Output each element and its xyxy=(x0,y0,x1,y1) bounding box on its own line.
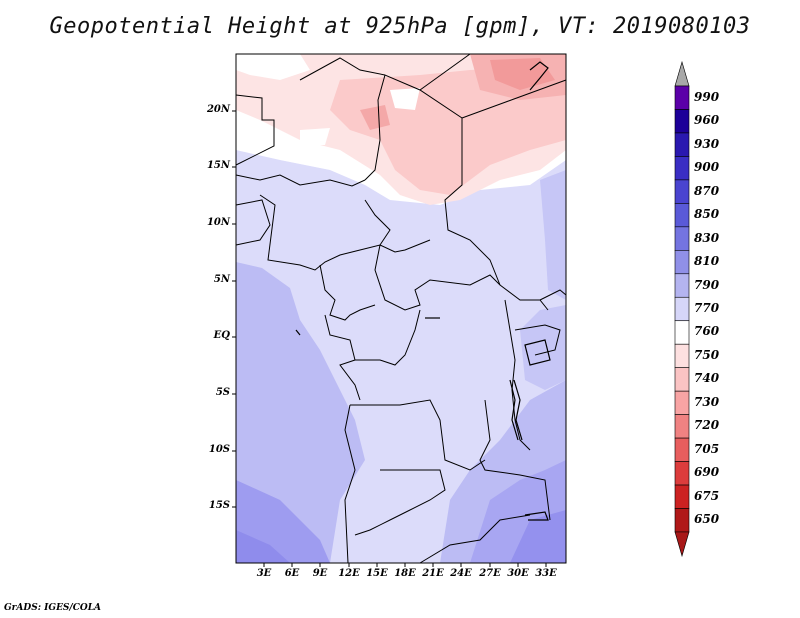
colorbar-label-930: 930 xyxy=(694,136,720,151)
lat-label-5n: 5N xyxy=(213,274,230,285)
lon-label-24e: 24E xyxy=(450,568,472,579)
colorbar xyxy=(674,60,690,558)
colorbar-bottom-arrow xyxy=(674,531,690,558)
lon-label-18e: 18E xyxy=(394,568,416,579)
colorbar-swatch-760 xyxy=(674,320,690,345)
lon-label-21e: 21E xyxy=(422,568,444,579)
colorbar-swatch-720 xyxy=(674,414,690,439)
colorbar-swatch-690 xyxy=(674,461,690,486)
lat-label-15n: 15N xyxy=(206,160,230,171)
lon-label-12e: 12E xyxy=(338,568,360,579)
lat-ticks xyxy=(232,110,236,508)
colorbar-label-730: 730 xyxy=(694,394,720,409)
lat-label-10s: 10S xyxy=(208,444,230,455)
colorbar-label-830: 830 xyxy=(694,230,720,245)
grads-credit: GrADS: IGES/COLA xyxy=(4,603,102,613)
colorbar-label-810: 810 xyxy=(694,254,720,269)
colorbar-label-760: 760 xyxy=(694,324,720,339)
colorbar-label-690: 690 xyxy=(694,465,720,480)
colorbar-label-850: 850 xyxy=(694,207,720,222)
colorbar-top-arrow xyxy=(674,60,690,87)
colorbar-swatch-990 xyxy=(674,85,690,110)
chart-title: Geopotential Height at 925hPa [gpm], VT:… xyxy=(49,14,751,39)
lat-label-20n: 20N xyxy=(206,104,230,115)
colorbar-swatch-810 xyxy=(674,250,690,275)
lon-label-30e: 30E xyxy=(507,568,529,579)
lat-label-15s: 15S xyxy=(208,500,230,511)
colorbar-label-990: 990 xyxy=(694,89,720,104)
colorbar-label-960: 960 xyxy=(694,113,720,128)
colorbar-swatch-870 xyxy=(674,179,690,204)
colorbar-swatch-790 xyxy=(674,273,690,298)
colorbar-swatch-675 xyxy=(674,484,690,509)
colorbar-label-790: 790 xyxy=(694,277,720,292)
lakes xyxy=(295,61,551,521)
colorbar-label-720: 720 xyxy=(694,418,720,433)
colorbar-swatch-850 xyxy=(674,203,690,228)
colorbar-swatch-740 xyxy=(674,367,690,392)
colorbar-swatch-830 xyxy=(674,226,690,251)
colorbar-swatch-730 xyxy=(674,390,690,415)
colorbar-label-675: 675 xyxy=(694,488,720,503)
lon-label-33e: 33E xyxy=(535,568,557,579)
lon-label-27e: 27E xyxy=(479,568,501,579)
colorbar-label-900: 900 xyxy=(694,160,720,175)
map-frame xyxy=(235,53,567,564)
lat-label-10n: 10N xyxy=(206,217,230,228)
lon-label-15e: 15E xyxy=(366,568,388,579)
lon-ticks xyxy=(263,563,547,567)
colorbar-swatch-900 xyxy=(674,156,690,181)
colorbar-swatch-960 xyxy=(674,109,690,134)
lat-label-5s: 5S xyxy=(215,387,230,398)
colorbar-swatch-930 xyxy=(674,132,690,157)
colorbar-label-705: 705 xyxy=(694,441,720,456)
colorbar-label-750: 750 xyxy=(694,347,720,362)
colorbar-label-770: 770 xyxy=(694,301,720,315)
lon-label-3e: 3E xyxy=(256,568,272,579)
lat-label-eq: EQ xyxy=(213,330,230,341)
colorbar-label-870: 870 xyxy=(694,183,720,198)
colorbar-swatch-750 xyxy=(674,343,690,368)
colorbar-label-650: 650 xyxy=(694,512,720,527)
colorbar-swatch-650 xyxy=(674,508,690,533)
colorbar-swatch-770 xyxy=(674,296,690,322)
colorbar-swatch-705 xyxy=(674,437,690,462)
lon-label-6e: 6E xyxy=(284,568,300,579)
colorbar-label-740: 740 xyxy=(694,371,720,386)
lon-label-9e: 9E xyxy=(312,568,328,579)
